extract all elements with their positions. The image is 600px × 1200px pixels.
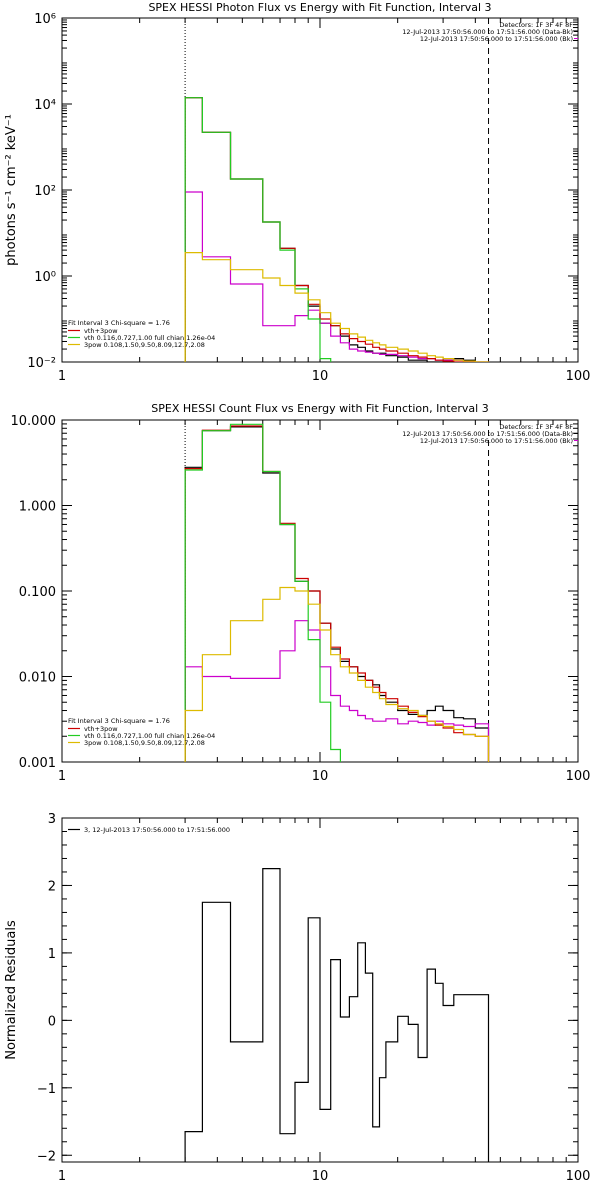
x-tick-label: 1 [58, 1169, 66, 1184]
y-tick-label: 10.000 [11, 414, 57, 429]
x-axis: 1 10 100 [58, 18, 591, 384]
header-text: Detectors: 1F 3F 4F 8F [499, 21, 573, 29]
y-axis: −2 −1 0 1 2 3 [37, 812, 578, 1164]
legend-label: vth 0.116,0.727,1.00 full chian 1.26e-04 [84, 732, 215, 740]
y-axis: 10⁻² 10⁰ 10² 10⁴ 10⁶ [27, 12, 578, 371]
series-line-4 [184, 423, 341, 762]
series-group [184, 97, 490, 362]
x-tick-label: 100 [566, 1169, 591, 1184]
chart-title: SPEX HESSI Photon Flux vs Energy with Fi… [148, 1, 491, 14]
series-group [184, 868, 490, 1162]
legend-label: 3pow 0.108,1.50,9.50,8.09,12.7,2.08 [84, 739, 205, 747]
header-text: 12-Jul-2013 17:50:56.000 to 17:51:56.000… [420, 437, 573, 445]
header-text: 12-Jul-2013 17:50:56.000 to 17:51:56.000… [420, 35, 573, 43]
x-axis: 1 10 100 [58, 818, 591, 1184]
x-tick-label: 100 [566, 369, 591, 384]
y-tick-label: 0 [48, 1014, 56, 1029]
x-tick-label: 10 [312, 369, 329, 384]
y-tick-label: 2 [48, 879, 56, 894]
y-tick-label: −2 [37, 1149, 56, 1164]
legend-title: Fit Interval 3 Chi-square = 1.76 [68, 717, 170, 725]
series-line-2 [184, 191, 490, 362]
series-line-1 [184, 426, 490, 762]
series-line-5 [184, 252, 490, 362]
y-axis-label: Normalized Residuals [4, 920, 19, 1060]
y-tick-label: −1 [37, 1082, 56, 1097]
x-tick-label: 1 [58, 369, 66, 384]
series-group [184, 423, 490, 762]
header-text: Detectors: 1F 3F 4F 8F [499, 423, 573, 431]
chart-title: SPEX HESSI Count Flux vs Energy with Fit… [151, 402, 488, 415]
y-tick-label: 10⁻² [27, 356, 56, 371]
legend-label: vth+3pow [84, 327, 118, 335]
y-tick-label: 3 [48, 812, 56, 827]
legend-title: Fit Interval 3 Chi-square = 1.76 [68, 319, 170, 327]
y-axis: 0.001 0.010 0.100 1.000 10.000 [11, 414, 578, 771]
series-line-1 [184, 868, 490, 1162]
x-tick-label: 100 [566, 769, 591, 784]
y-tick-label: 0.100 [19, 585, 56, 600]
x-axis: 1 10 100 [58, 420, 591, 784]
y-tick-label: 0.001 [19, 756, 56, 771]
legend-label: 3pow 0.108,1.50,9.50,8.09,12.7,2.08 [84, 341, 205, 349]
x-tick-label: 10 [312, 769, 329, 784]
y-tick-label: 0.010 [19, 671, 56, 686]
legend-label: vth 0.116,0.727,1.00 full chian 1.26e-04 [84, 334, 215, 342]
chart-panel-3: 1 10 100 −2 −1 0 1 2 3 Normalized Residuals 3, 12-… [4, 812, 591, 1184]
header-text: 12-Jul-2013 17:50:56.000 to 17:51:56.000… [402, 28, 573, 36]
series-line-3 [184, 425, 490, 762]
y-tick-label: 10⁴ [34, 98, 56, 113]
y-tick-label: 10⁶ [34, 12, 56, 27]
y-axis-label: photons s⁻¹ cm⁻² keV⁻¹ [4, 114, 19, 266]
y-tick-label: 10⁰ [34, 270, 56, 285]
chart-panel-1: SPEX HESSI Photon Flux vs Energy with Fi… [4, 1, 591, 384]
series-line-4 [184, 97, 332, 362]
x-tick-label: 1 [58, 769, 66, 784]
chart-panel-2: SPEX HESSI Count Flux vs Energy with Fit… [11, 402, 591, 784]
legend-label: vth+3pow [84, 725, 118, 733]
y-tick-label: 1 [48, 947, 56, 962]
series-line-5 [184, 586, 490, 762]
legend-label: 3, 12-Jul-2013 17:50:56.000 to 17:51:56.… [84, 826, 230, 834]
x-tick-label: 10 [312, 1169, 329, 1184]
y-tick-label: 1.000 [19, 500, 56, 515]
y-tick-label: 10² [34, 184, 56, 199]
header-text: 12-Jul-2013 17:50:56.000 to 17:51:56.000… [402, 430, 573, 438]
